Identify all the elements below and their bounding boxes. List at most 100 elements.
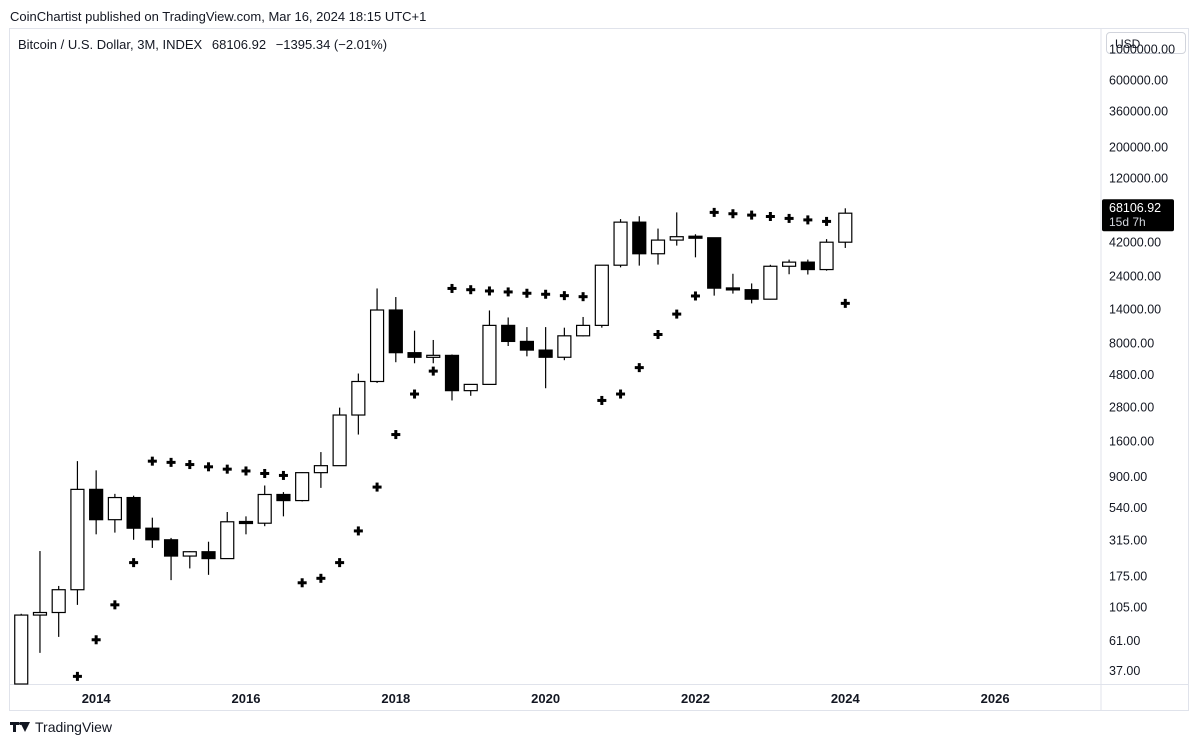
candle — [257, 485, 272, 527]
publisher-attribution: CoinChartist published on TradingView.co… — [10, 9, 427, 24]
candle-body-down — [126, 496, 141, 529]
sar-point — [147, 456, 157, 466]
candle-body-up — [51, 589, 66, 614]
price-tick-label: 315.00 — [1109, 534, 1147, 548]
sar-point — [466, 285, 476, 295]
candle-body-up — [650, 239, 666, 255]
candle-body-down — [89, 488, 104, 521]
sar-point — [278, 470, 288, 480]
last-price-label-value: 68106.92 — [1109, 201, 1161, 215]
candle — [782, 259, 797, 275]
candle — [819, 239, 834, 271]
candle — [613, 219, 628, 268]
candle-body-up — [182, 551, 197, 557]
candle — [538, 327, 553, 389]
candle-body-down — [145, 527, 160, 541]
candle — [557, 327, 572, 361]
candle — [388, 297, 403, 363]
candle-body-up — [557, 335, 572, 358]
candle-body-up — [763, 265, 778, 300]
candle — [501, 317, 516, 346]
price-tick-label: 14000.00 — [1109, 303, 1161, 317]
candle — [126, 495, 141, 540]
candle — [426, 339, 441, 364]
candle-body-up — [838, 212, 853, 243]
candle — [444, 354, 460, 401]
candle — [145, 517, 160, 548]
price-axis[interactable]: 1000000.00 600000.00 360000.00 200000.00 120… — [1109, 42, 1175, 678]
currency-selector[interactable]: USD — [1106, 32, 1186, 54]
candle-body-up — [426, 354, 441, 358]
candle-body-down — [688, 235, 703, 239]
sar-point — [765, 212, 775, 222]
sar-point — [185, 460, 195, 470]
price-tick-label: 105.00 — [1109, 601, 1147, 615]
sar-point — [391, 430, 401, 440]
price-tick-label: 175.00 — [1109, 570, 1147, 584]
candle-body-down — [276, 493, 291, 502]
sar-point — [709, 207, 719, 217]
candle — [107, 493, 122, 533]
price-tick-label: 120000.00 — [1109, 172, 1168, 186]
sar-point — [372, 482, 382, 492]
candle-countdown: 15d 7h — [1109, 215, 1146, 229]
candle — [276, 492, 291, 517]
candle-body-down — [744, 289, 759, 300]
candle — [594, 264, 609, 328]
sar-point — [541, 289, 551, 299]
candle — [800, 259, 815, 275]
price-tick-label: 42000.00 — [1109, 236, 1161, 250]
sar-point — [335, 558, 345, 568]
candle — [744, 283, 759, 304]
candle-body-down — [632, 221, 647, 255]
candle-body-down — [388, 309, 403, 354]
sar-point — [166, 457, 176, 467]
price-tick-label: 4800.00 — [1109, 368, 1154, 382]
candle-body-down — [707, 237, 722, 289]
sar-point — [484, 286, 494, 296]
candle-body-up — [782, 261, 797, 267]
candle-body-up — [669, 236, 684, 241]
sar-point — [672, 309, 682, 319]
sar-point — [747, 210, 757, 220]
candle-body-down — [163, 539, 179, 557]
sar-point — [822, 216, 832, 226]
candle — [707, 237, 722, 296]
candle-body-down — [800, 261, 815, 271]
candle-body-up — [295, 472, 310, 502]
chart-legend: Bitcoin / U.S. Dollar, 3M, INDEX 68106.9… — [18, 37, 393, 52]
candle — [51, 585, 66, 637]
symbol-description[interactable]: Bitcoin / U.S. Dollar, 3M, INDEX — [18, 37, 203, 52]
time-axis[interactable]: 2014 2016 2018 2020 2022 2024 2026 — [82, 691, 1010, 706]
candle-body-up — [32, 611, 48, 616]
footer-brand[interactable]: TradingView — [10, 719, 112, 735]
sar-point — [616, 389, 626, 399]
candle-body-up — [351, 380, 366, 416]
time-tick-label: 2020 — [531, 691, 560, 706]
candle — [369, 288, 385, 383]
sar-point — [840, 298, 850, 308]
candle — [182, 551, 197, 569]
sar-point — [72, 671, 82, 681]
candle-body-down — [519, 340, 535, 351]
candles-group — [14, 208, 853, 685]
price-tick-label: 61.00 — [1109, 634, 1140, 648]
price-tick-label: 600000.00 — [1109, 74, 1168, 88]
sar-point — [597, 395, 607, 405]
sar-point — [559, 291, 569, 301]
candle-body-up — [313, 465, 328, 474]
candle-body-down — [725, 287, 741, 291]
candle — [688, 234, 703, 258]
price-tick-label: 1600.00 — [1109, 435, 1154, 449]
last-price-value: 68106.92 — [211, 37, 267, 52]
sar-point — [241, 466, 251, 476]
price-tick-label: 2800.00 — [1109, 401, 1154, 415]
time-tick-label: 2024 — [831, 691, 861, 706]
sar-point — [204, 462, 214, 472]
price-tick-label: 24000.00 — [1109, 270, 1161, 284]
candle — [163, 537, 179, 581]
sar-point — [447, 283, 457, 293]
sar-point — [690, 291, 700, 301]
last-price-badge — [1102, 199, 1174, 232]
